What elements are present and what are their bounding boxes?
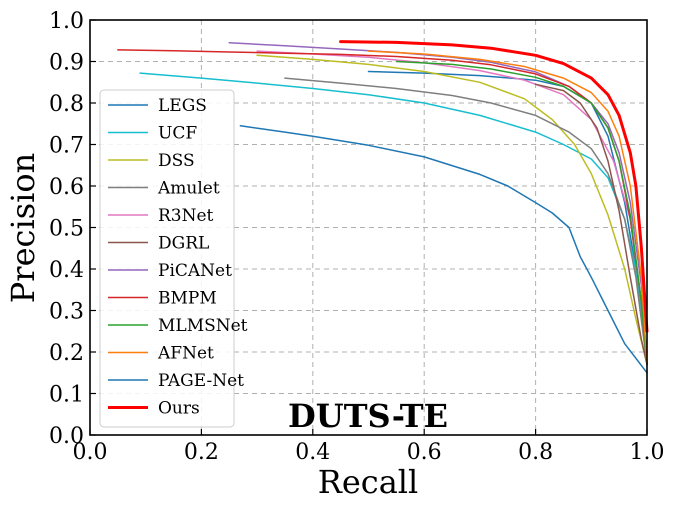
legend-label-picanet: PiCANet	[158, 261, 232, 281]
legend-label-legs: LEGS	[158, 96, 207, 116]
legend-label-mlmsnet: MLMSNet	[158, 316, 248, 336]
x-axis-title: Recall	[318, 463, 419, 501]
y-tick-label: 0.0	[49, 424, 84, 449]
y-tick-label: 0.2	[49, 341, 84, 366]
x-tick-label: 0.2	[184, 440, 219, 465]
series-line-ours	[339, 40, 649, 333]
dataset-annotation: DUTS-TE	[288, 397, 448, 435]
series-line-amulet	[284, 77, 648, 366]
legend-label-dgrl: DGRL	[158, 234, 209, 254]
y-tick-label: 0.1	[49, 383, 84, 408]
y-tick-label: 0.3	[49, 300, 84, 325]
x-tick-label: 1.0	[630, 440, 665, 465]
series-line-page-net	[239, 125, 648, 374]
x-tick-label: 0.4	[295, 440, 330, 465]
legend-label-r3net: R3Net	[158, 206, 214, 226]
legend-label-page-net: PAGE-Net	[158, 371, 244, 391]
y-axis-title: Precision	[4, 153, 42, 303]
x-tick-label: 0.0	[73, 440, 108, 465]
series-lines	[117, 40, 649, 374]
series-line-afnet	[367, 50, 648, 366]
x-tick-label: 0.6	[407, 440, 442, 465]
legend: LEGS UCF DSS Amulet R3Net DGRL PiCANet BMPM MLMS…	[99, 89, 248, 428]
axis-ticks: 0.0 0.2 0.4 0.6 0.8 1.0 0.0 0.1 0.2 0.3 0.4 0.5 0.6 0…	[49, 9, 665, 465]
y-tick-label: 0.9	[49, 51, 84, 76]
y-tick-label: 0.8	[49, 92, 84, 117]
legend-label-bmpm: BMPM	[158, 289, 217, 309]
legend-box	[99, 89, 235, 428]
series-line-dss	[256, 54, 648, 366]
series-line-picanet	[228, 42, 648, 366]
series-line-dgrl	[534, 83, 648, 366]
y-tick-label: 0.6	[49, 175, 84, 200]
legend-label-dss: DSS	[158, 151, 195, 171]
y-tick-label: 0.5	[49, 217, 84, 242]
legend-label-ours: Ours	[158, 399, 200, 419]
x-tick-label: 0.8	[518, 440, 553, 465]
y-tick-label: 1.0	[49, 9, 84, 34]
y-tick-label: 0.4	[49, 258, 84, 283]
series-line-mlmsnet	[395, 60, 648, 366]
legend-label-amulet: Amulet	[157, 179, 220, 199]
legend-label-ucf: UCF	[158, 124, 197, 144]
y-tick-label: 0.7	[49, 134, 84, 159]
legend-label-afnet: AFNet	[157, 344, 214, 364]
